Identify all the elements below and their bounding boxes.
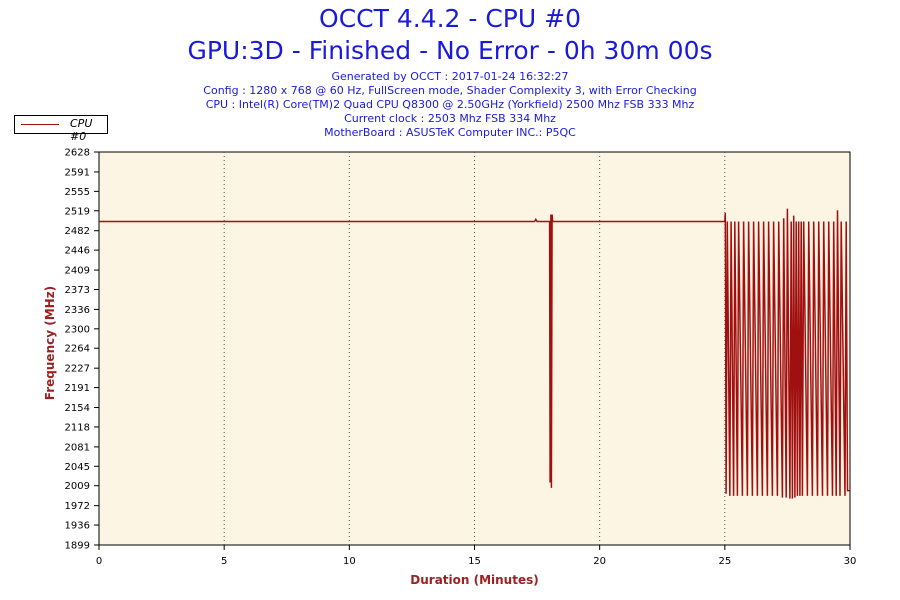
y-tick-label: 2591: [65, 167, 90, 178]
x-tick-label: 5: [221, 556, 227, 567]
y-tick-label: 2118: [65, 422, 90, 433]
info-clock: Current clock : 2503 Mhz FSB 334 Mhz: [344, 112, 556, 125]
x-tick-label: 15: [468, 556, 481, 567]
y-axis-label: Frequency (MHz): [43, 285, 57, 401]
y-tick-label: 2555: [65, 187, 90, 198]
y-tick-label: 2191: [65, 383, 90, 394]
x-tick-label: 25: [718, 556, 731, 567]
y-tick-label: 1936: [65, 521, 90, 532]
y-tick-label: 2154: [65, 403, 90, 414]
y-tick-label: 1899: [65, 541, 90, 552]
chart-title: OCCT 4.4.2 - CPU #0: [319, 4, 581, 33]
info-motherboard: MotherBoard : ASUSTeK Computer INC.: P5Q…: [324, 126, 576, 139]
x-tick-label: 10: [343, 556, 356, 567]
x-axis-label: Duration (Minutes): [410, 573, 539, 587]
legend-label: CPU #0: [70, 117, 93, 143]
y-tick-label: 2373: [65, 285, 90, 296]
y-tick-label: 2264: [65, 344, 90, 355]
x-tick-label: 20: [593, 556, 606, 567]
y-tick-label: 1972: [65, 501, 90, 512]
y-tick-label: 2081: [65, 442, 90, 453]
y-tick-label: 2628: [65, 148, 90, 159]
series-line: [99, 208, 850, 499]
legend: CPU #0: [14, 115, 108, 143]
info-generated: Generated by OCCT : 2017-01-24 16:32:27: [331, 70, 569, 83]
info-config: Config : 1280 x 768 @ 60 Hz, FullScreen …: [203, 84, 697, 97]
y-tick-label: 2045: [65, 462, 90, 473]
y-tick-label: 2336: [65, 305, 90, 316]
y-tick-label: 2519: [65, 206, 90, 217]
y-tick-label: 2409: [65, 266, 90, 277]
chart-subtitle: GPU:3D - Finished - No Error - 0h 30m 00…: [187, 36, 713, 65]
y-tick-label: 2227: [65, 364, 90, 375]
legend-swatch: [21, 124, 59, 125]
x-tick-label: 30: [844, 556, 857, 567]
y-tick-label: 2482: [65, 226, 90, 237]
y-tick-label: 2446: [65, 246, 90, 257]
info-cpu: CPU : Intel(R) Core(TM)2 Quad CPU Q8300 …: [205, 98, 695, 111]
y-tick-label: 2009: [65, 481, 90, 492]
x-tick-label: 0: [96, 556, 102, 567]
y-tick-label: 2300: [65, 324, 90, 335]
